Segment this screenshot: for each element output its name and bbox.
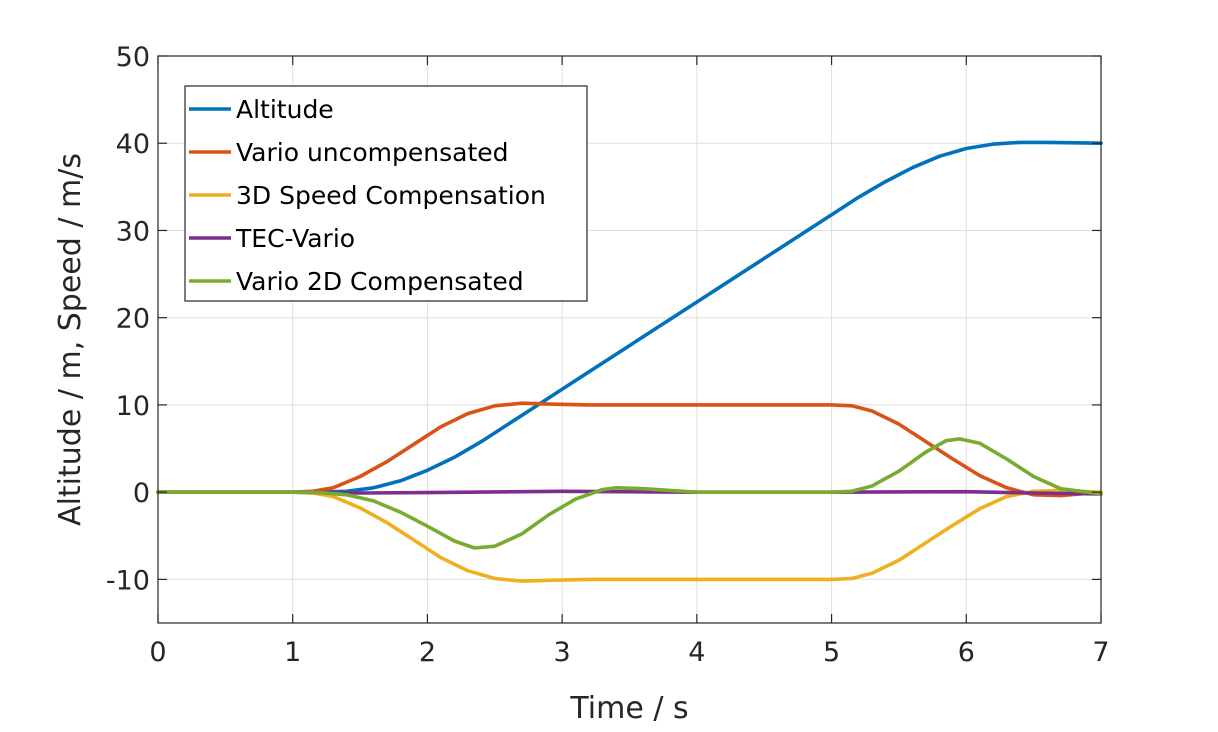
y-tick-label: -10	[106, 565, 150, 596]
tick-marks	[157, 55, 1102, 623]
series-line-3d-speed-compensation	[156, 488, 1103, 583]
y-axis-title: Altitude / m, Speed / m/s	[53, 153, 88, 526]
legend-entry-label: TEC-Vario	[235, 224, 355, 253]
series-line-altitude	[156, 140, 1103, 494]
series-lines	[156, 140, 1103, 583]
y-tick-label: 20	[116, 304, 150, 335]
y-tick-label: 50	[116, 42, 150, 73]
x-tick-label: 5	[823, 637, 840, 668]
x-tick-label: 7	[1092, 637, 1109, 668]
x-tick-label: 6	[958, 637, 975, 668]
x-tick-label: 0	[149, 637, 166, 668]
y-tick-label: 40	[116, 129, 150, 160]
plot-area-border	[157, 55, 1102, 624]
legend-entry-label: Vario 2D Compensated	[236, 267, 524, 296]
x-tick-label: 3	[554, 637, 571, 668]
legend-box	[184, 85, 588, 302]
series-line-vario-2d-compensated	[156, 437, 1103, 550]
tick-labels: 0 1 2 3 4 5 6 7 -10 0 10 20 30 40 50	[106, 42, 1110, 668]
x-tick-label: 2	[419, 637, 436, 668]
legend-entry-label: 3D Speed Compensation	[236, 181, 546, 210]
legend-entry-label: Altitude	[236, 95, 334, 124]
y-tick-label: 0	[133, 478, 150, 509]
legend: Altitude Vario uncompensated 3D Speed Comp…	[184, 85, 588, 302]
x-tick-label: 4	[688, 637, 705, 668]
series-line-vario-uncompensated	[156, 401, 1103, 498]
y-tick-label: 10	[116, 391, 150, 422]
y-tick-label: 30	[116, 216, 150, 247]
x-tick-label: 1	[284, 637, 301, 668]
x-axis-title: Time / s	[569, 691, 688, 726]
legend-entry-label: Vario uncompensated	[236, 138, 509, 167]
